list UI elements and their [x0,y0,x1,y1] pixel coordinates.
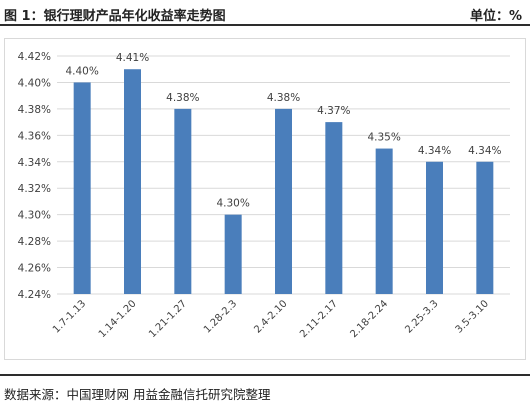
x-tick-label: 2.25-3.3 [403,298,440,335]
x-tick-label: 3.5-3.10 [454,298,491,335]
y-tick-label: 4.32% [18,183,51,195]
data-label: 4.37% [317,105,350,117]
bar [224,214,242,294]
data-label: 4.30% [216,198,249,210]
x-tick-label: 1.7-1.13 [51,298,88,335]
bar [426,161,443,294]
x-tick-label: 2.18-2.24 [348,298,390,340]
y-tick-label: 4.36% [18,130,51,142]
data-label: 4.34% [418,145,451,157]
bar [476,161,494,294]
bar [325,122,343,294]
bar [375,148,393,294]
data-label: 4.35% [367,132,400,144]
x-tick-label: 2.4-2.10 [252,298,289,335]
y-tick-label: 4.24% [18,289,51,301]
bar [174,108,192,294]
data-label: 4.41% [116,52,149,64]
chart-title: 图 1：银行理财产品年化收益率走势图 [4,9,226,24]
bar [124,69,141,294]
footer: 数据来源：中国理财网 用益金融信托研究院整理 [0,374,530,407]
y-tick-label: 4.30% [18,210,51,222]
data-label: 4.40% [65,65,98,77]
y-tick-label: 4.28% [18,236,51,248]
y-tick-label: 4.40% [18,77,51,89]
data-label: 4.34% [468,145,501,157]
x-tick-label: 1.28-2.3 [202,298,239,335]
data-label: 4.38% [166,92,199,104]
y-tick-label: 4.34% [18,157,51,169]
y-tick-label: 4.26% [18,263,51,275]
x-tick-label: 1.21-1.27 [147,298,189,340]
x-tick-label: 1.14-1.20 [97,298,139,340]
unit-label: 单位：% [469,9,522,24]
data-source: 数据来源：中国理财网 用益金融信托研究院整理 [4,387,271,402]
bar [73,82,91,294]
header: 图 1：银行理财产品年化收益率走势图 单位：% [0,0,530,26]
bar [275,108,292,294]
x-tick-label: 2.11-2.17 [298,298,340,340]
y-tick-label: 4.42% [18,51,51,63]
bar-chart: 4.24% 4.26% 4.28% 4.30% 4.32% 4.34% 4.36% 4.38%… [18,51,510,340]
y-tick-label: 4.38% [18,104,51,116]
data-label: 4.38% [267,92,300,104]
chart-frame: 4.24% 4.26% 4.28% 4.30% 4.32% 4.34% 4.36% 4.38%… [4,38,526,360]
